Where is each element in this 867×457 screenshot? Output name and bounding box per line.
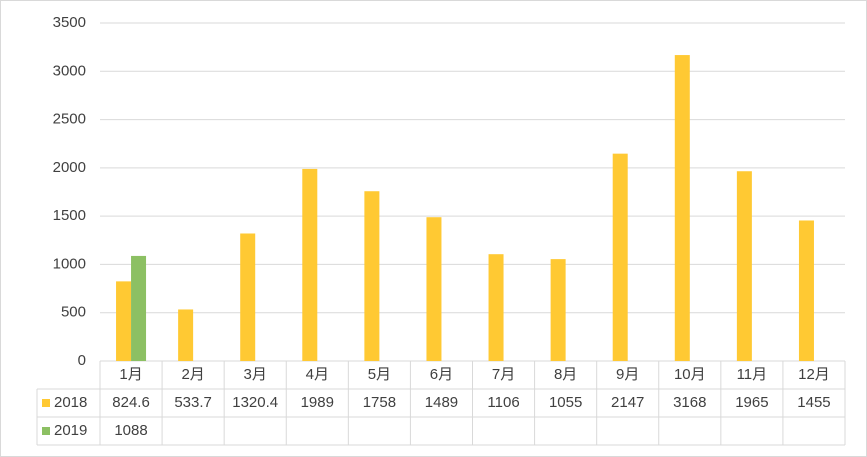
y-tick-label: 1500 [53,207,86,224]
y-tick-label: 2500 [53,111,86,128]
table-value: 1088 [114,422,147,439]
table-value: 1055 [549,394,582,411]
bar [550,259,566,361]
bar [178,309,194,361]
x-tick-label: 10月 [674,366,706,383]
table-value: 1455 [797,394,830,411]
bar [240,233,256,361]
bar [674,55,690,362]
legend-key [42,427,50,435]
y-tick-label: 2000 [53,159,86,176]
y-tick-label: 3000 [53,62,86,79]
table-value: 824.6 [112,394,150,411]
bar [426,217,442,361]
bar [116,281,132,361]
legend-label: 2018 [54,394,87,411]
table-value: 1106 [487,394,519,411]
bar [131,255,147,361]
x-tick-label: 11月 [737,366,768,383]
table-value: 1965 [735,394,768,411]
table-value: 533.7 [174,394,212,411]
x-tick-label: 2月 [181,366,204,383]
x-tick-label: 8月 [554,366,577,383]
bar [798,220,814,361]
y-tick-label: 500 [61,304,86,321]
bar [612,153,628,361]
y-tick-label: 1000 [53,255,86,272]
x-tick-label: 4月 [306,366,329,383]
table-value: 3168 [673,394,706,411]
table-value: 1489 [425,394,458,411]
x-tick-label: 3月 [244,366,267,383]
table-value: 1758 [363,394,396,411]
x-tick-label: 12月 [798,366,830,383]
x-tick-label: 9月 [616,366,639,383]
table-value: 1989 [301,394,334,411]
y-tick-label: 3500 [53,14,86,31]
legend-key [42,399,50,407]
legend-label: 2019 [54,422,87,439]
y-tick-label: 0 [78,352,86,369]
table-value: 1320.4 [232,394,278,411]
x-tick-label: 5月 [368,366,391,383]
x-tick-label: 7月 [492,366,515,383]
bar [302,168,318,361]
x-tick-label: 6月 [430,366,453,383]
bar [488,254,504,361]
table-value: 2147 [611,394,644,411]
bar [364,191,380,361]
x-tick-label: 1月 [119,366,142,383]
bar [736,171,752,361]
